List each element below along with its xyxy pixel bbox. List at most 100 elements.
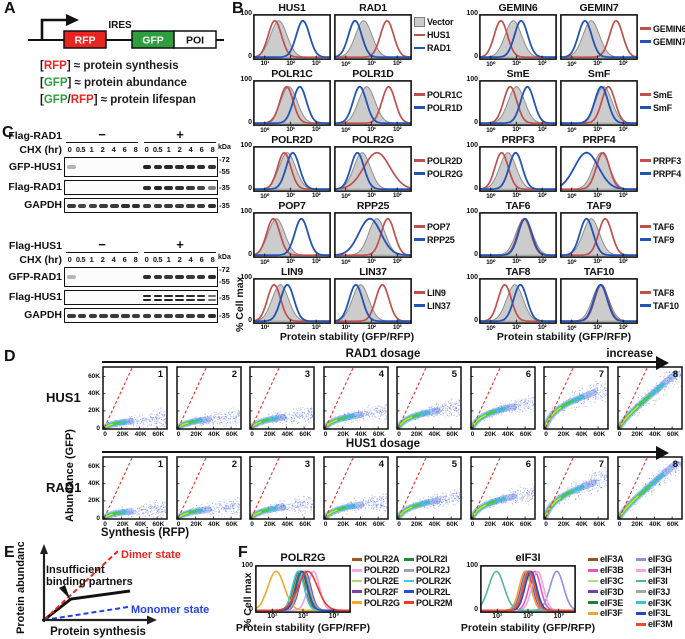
circle-el (359, 504, 361, 506)
circle-el (605, 392, 607, 394)
circle-el (187, 514, 189, 516)
circle-el (280, 505, 282, 507)
circle-el (592, 472, 594, 474)
circle-el (597, 488, 599, 490)
circle-el (223, 508, 225, 510)
circle-el (145, 421, 147, 423)
circle-el (384, 506, 386, 508)
circle-el (444, 416, 446, 419)
circle-el (550, 411, 552, 413)
circle-el (161, 511, 163, 513)
circle-el (595, 472, 597, 474)
circle-el (581, 393, 583, 396)
circle-el (219, 419, 221, 421)
circle-el (489, 499, 491, 501)
circle-el (224, 508, 226, 510)
circle-el (382, 407, 385, 409)
circle-el (578, 386, 580, 389)
circle-el (529, 488, 531, 490)
legend-line-swatch (414, 93, 425, 96)
condition-label: Flag-RAD1 (8, 130, 62, 142)
circle-el (131, 420, 133, 422)
circle-el (571, 485, 573, 488)
circle-el (114, 419, 116, 421)
circle-el (298, 498, 300, 500)
circle-el (281, 423, 284, 425)
blot-box (64, 180, 218, 195)
circle-el (508, 499, 510, 501)
circle-el (154, 417, 156, 419)
circle-el (346, 419, 349, 421)
circle-el (431, 407, 433, 409)
xtick-label: 10¹ (512, 60, 521, 67)
circle-el (431, 414, 434, 416)
circle-el (378, 412, 380, 414)
circle-el (301, 415, 303, 417)
circle-el (210, 416, 212, 418)
timepoint-label: 6 (122, 255, 127, 264)
circle-el (347, 412, 349, 414)
circle-el (600, 398, 602, 400)
circle-el (367, 413, 369, 415)
circle-el (552, 406, 554, 408)
circle-el (646, 403, 649, 405)
circle-el (663, 388, 665, 391)
circle-el (277, 416, 279, 418)
circle-el (508, 402, 510, 404)
circle-el (142, 513, 144, 515)
circle-el (146, 419, 148, 421)
ires-label: IRES (108, 20, 132, 31)
blue-curve (334, 85, 411, 125)
circle-el (435, 403, 437, 405)
circle-el (581, 403, 583, 405)
circle-el (513, 404, 515, 406)
protein-band (142, 313, 152, 319)
circle-el (445, 500, 447, 502)
circle-el (451, 401, 453, 404)
circle-el (504, 404, 506, 406)
circle-el (583, 489, 585, 491)
circle-el (425, 415, 428, 417)
circle-el (366, 502, 369, 504)
circle-el (450, 414, 453, 416)
circle-el (521, 411, 523, 413)
circle-el (497, 407, 499, 409)
circle-el (203, 509, 205, 511)
circle-el (506, 400, 508, 402)
circle-el (231, 506, 233, 508)
circle-el (282, 500, 284, 502)
circle-el (136, 507, 138, 509)
circle-el (501, 495, 503, 497)
circle-el (530, 396, 533, 398)
circle-el (282, 509, 284, 511)
circle-el (198, 417, 201, 419)
circle-el (373, 409, 375, 411)
circle-el (135, 511, 137, 513)
circle-el (220, 508, 222, 510)
circle-el (675, 378, 677, 381)
circle-el (575, 484, 577, 486)
circle-el (674, 472, 676, 474)
panel-number: 5 (452, 459, 458, 470)
circle-el (363, 510, 365, 512)
circle-el (231, 504, 233, 506)
circle-el (564, 499, 566, 501)
circle-el (145, 506, 148, 508)
circle-el (304, 512, 306, 514)
diagonal-reference-line (324, 457, 353, 518)
circle-el (361, 501, 363, 503)
circle-el (431, 501, 433, 503)
protein-band (196, 294, 206, 298)
circle-el (525, 399, 527, 401)
circle-el (604, 478, 606, 480)
circle-el (595, 391, 598, 393)
circle-el (131, 506, 133, 508)
plot-title: TAF8 (505, 266, 531, 278)
circle-el (363, 419, 365, 421)
xtick-label: 10¹ (367, 60, 376, 67)
y-axis-ticks: 100 0 (466, 68, 479, 134)
circle-el (531, 496, 533, 498)
circle-el (651, 473, 653, 475)
circle-el (438, 409, 440, 411)
circle-el (529, 408, 531, 410)
